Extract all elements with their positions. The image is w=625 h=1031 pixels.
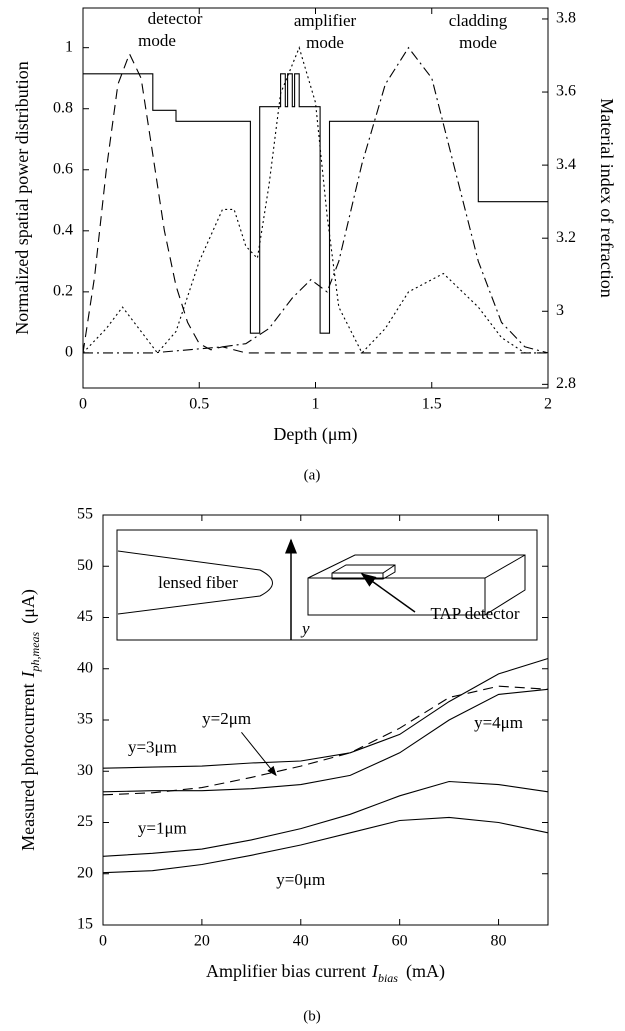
series-line — [102, 688, 549, 793]
label-arrow — [241, 731, 277, 777]
x-axis-label-symbol: I — [371, 961, 379, 981]
y-tick-label: 35 — [77, 711, 93, 728]
series-line — [102, 657, 549, 769]
y-axis-label-unit: (μA) — [18, 589, 39, 624]
y-tick-label: 30 — [77, 762, 93, 779]
x-axis-label-unit: (mA) — [406, 961, 445, 982]
annotation: amplifier — [294, 11, 357, 30]
series-line — [102, 816, 549, 874]
detector-pad — [331, 564, 396, 580]
x-tick-label: 1.5 — [422, 396, 442, 413]
y2-tick-label: 3.8 — [556, 10, 576, 27]
x-tick-label: 0 — [79, 396, 87, 413]
curve-label: y=2μm — [202, 709, 251, 728]
x-tick-label: 20 — [194, 933, 210, 950]
x-tick-label: 0 — [99, 933, 107, 950]
y2-tick-label: 3.4 — [556, 156, 576, 173]
y-tick-label: 25 — [77, 813, 93, 830]
y-tick-label: 0.2 — [53, 283, 73, 300]
annotation: mode — [459, 33, 497, 52]
y2-tick-label: 3.2 — [556, 229, 576, 246]
y2-tick-label: 2.8 — [556, 375, 576, 392]
annotation: mode — [138, 31, 176, 50]
y-axis-label: Measured photocurrent Iph,meas (μA) — [18, 589, 42, 851]
y-tick-label: 15 — [77, 916, 93, 933]
y-tick-label: 0.4 — [53, 221, 73, 238]
y-axis-label-symbol: I — [18, 670, 38, 678]
series-line — [102, 780, 549, 857]
y2-axis-label: Material index of refraction — [597, 98, 617, 297]
curve-label: y=3μm — [128, 738, 177, 757]
x-tick-label: 2 — [544, 396, 552, 413]
y-tick-label: 0 — [65, 344, 73, 361]
annotation: mode — [306, 33, 344, 52]
y-tick-label: 55 — [77, 506, 93, 523]
y-tick-label: 0.8 — [53, 99, 73, 116]
curve-label: y=4μm — [474, 713, 523, 732]
curve-label: y=0μm — [276, 870, 325, 889]
x-tick-label: 40 — [293, 933, 309, 950]
y-axis-label-text: Measured photocurrent — [18, 683, 38, 850]
y2-tick-label: 3 — [556, 302, 564, 319]
inset-label: lensed fiber — [158, 573, 238, 592]
caption: (a) — [304, 467, 321, 483]
x-axis-label: Amplifier bias current Ibias (mA) — [206, 961, 445, 985]
curve-label: y=1μm — [138, 819, 187, 838]
y-tick-label: 45 — [77, 608, 93, 625]
annotation: detector — [148, 9, 203, 28]
series-line — [102, 685, 549, 796]
y-tick-label: 40 — [77, 659, 93, 676]
y-tick-label: 1 — [65, 38, 73, 55]
x-tick-label: 60 — [392, 933, 408, 950]
detector-arrow — [360, 573, 416, 613]
inset-label: TAP detector — [430, 604, 519, 623]
inset-frame — [116, 529, 538, 641]
x-axis-label-subscript: bias — [378, 971, 398, 985]
y2-tick-label: 3.6 — [556, 83, 576, 100]
y-axis-label: Normalized spatial power distribution — [12, 61, 32, 334]
series-line — [83, 73, 548, 334]
x-tick-label: 1 — [312, 396, 320, 413]
y-axis-label-subscript: ph,meas — [28, 631, 42, 672]
y-tick-label: 20 — [77, 864, 93, 881]
caption: (b) — [303, 1008, 321, 1024]
y-tick-label: 0.6 — [53, 160, 73, 177]
x-tick-label: 0.5 — [189, 396, 209, 413]
x-tick-label: 80 — [491, 933, 507, 950]
inset-label: y — [300, 619, 310, 638]
x-axis-label: Depth (μm) — [273, 424, 357, 445]
annotation: cladding — [449, 11, 508, 30]
x-axis-label-text: Amplifier bias current — [206, 961, 366, 981]
series-line — [82, 52, 548, 354]
y-tick-label: 50 — [77, 557, 93, 574]
fiber-shape — [117, 550, 273, 615]
